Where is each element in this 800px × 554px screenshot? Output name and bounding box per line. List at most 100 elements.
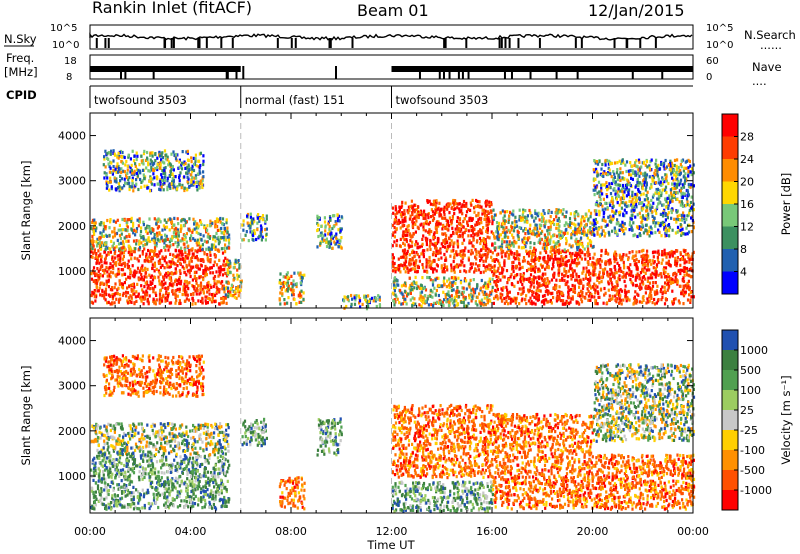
- echo-cell: [687, 279, 690, 283]
- echo-cell: [131, 274, 134, 278]
- echo-cell: [150, 165, 153, 170]
- echo-cell: [109, 180, 112, 184]
- echo-cell: [533, 267, 537, 271]
- nave-tick-high: 60: [706, 56, 719, 67]
- echo-cell: [364, 299, 368, 303]
- echo-cell: [199, 171, 202, 175]
- echo-cell: [144, 238, 147, 242]
- echo-cell: [428, 199, 431, 203]
- echo-cell: [113, 252, 116, 256]
- echo-cell: [197, 159, 200, 163]
- echo-cell: [104, 225, 107, 229]
- echo-cell: [206, 228, 209, 232]
- echo-cell: [145, 166, 148, 170]
- beam-label: Beam 01: [357, 1, 429, 20]
- echo-cell: [353, 294, 356, 298]
- echo-cell: [456, 242, 459, 246]
- echo-cell: [214, 220, 217, 224]
- echo-cell: [250, 218, 254, 222]
- echo-cell: [429, 202, 432, 206]
- echo-cell: [636, 292, 639, 296]
- echo-cell: [555, 222, 559, 226]
- echo-cell: [140, 154, 143, 158]
- echo-cell: [196, 287, 199, 291]
- echo-cell: [148, 179, 151, 183]
- echo-cell: [452, 268, 456, 272]
- echo-cell: [160, 234, 163, 238]
- echo-cell: [398, 244, 402, 248]
- echo-cell: [662, 268, 665, 272]
- echo-cell: [558, 243, 561, 247]
- echo-cell: [453, 303, 456, 307]
- echo-cell: [109, 275, 112, 279]
- echo-cell: [586, 231, 589, 236]
- echo-cell: [493, 272, 496, 276]
- echo-cell: [423, 298, 426, 302]
- echo-cell: [501, 298, 504, 302]
- echo-cell: [340, 215, 343, 219]
- echo-cell: [127, 250, 130, 254]
- echo-cell: [474, 248, 477, 252]
- echo-cell: [541, 279, 544, 283]
- echo-cell: [435, 276, 438, 280]
- echo-cell: [157, 261, 161, 265]
- echo-cell: [212, 263, 215, 268]
- echo-cell: [255, 237, 258, 242]
- echo-cell: [422, 266, 425, 270]
- echo-cell: [671, 254, 674, 258]
- echo-cell: [431, 218, 435, 222]
- echo-cell: [123, 281, 126, 285]
- echo-cell: [92, 292, 95, 296]
- echo-cell: [489, 249, 492, 253]
- echo-cell: [556, 257, 559, 261]
- echo-cell: [433, 235, 436, 239]
- echo-cell: [434, 278, 437, 282]
- echo-cell: [295, 284, 298, 289]
- echo-cell: [686, 273, 689, 277]
- echo-cell: [180, 219, 183, 223]
- echo-cell: [478, 205, 481, 209]
- echo-cell: [142, 152, 146, 156]
- echo-cell: [399, 220, 402, 224]
- echo-cell: [163, 167, 166, 171]
- echo-cell: [569, 273, 572, 278]
- echo-cell: [513, 257, 517, 261]
- echo-cell: [513, 219, 516, 223]
- echo-cell: [563, 215, 566, 219]
- echo-cell: [231, 294, 234, 298]
- echo-cell: [411, 217, 414, 222]
- echo-cell: [590, 263, 593, 267]
- echo-cell: [446, 240, 449, 245]
- echo-cell: [444, 226, 447, 230]
- echo-cell: [465, 270, 468, 274]
- echo-cell: [164, 172, 167, 176]
- echo-cell: [241, 223, 244, 227]
- echo-cell: [533, 241, 536, 246]
- echo-cell: [425, 219, 428, 224]
- echo-cell: [487, 267, 490, 271]
- echo-cell: [543, 233, 546, 237]
- echo-cell: [133, 169, 136, 173]
- echo-cell: [653, 272, 656, 276]
- echo-cell: [510, 228, 513, 232]
- echo-cell: [465, 214, 468, 218]
- echo-cell: [366, 300, 369, 305]
- echo-cell: [155, 298, 158, 302]
- echo-cell: [584, 212, 587, 216]
- echo-cell: [663, 266, 666, 270]
- echo-cell: [207, 267, 210, 271]
- echo-cell: [670, 278, 673, 283]
- echo-cell: [174, 226, 177, 230]
- echo-cell: [179, 261, 182, 265]
- echo-cell: [172, 253, 175, 257]
- echo-cell: [482, 303, 485, 307]
- echo-cell: [123, 272, 127, 276]
- echo-cell: [133, 302, 136, 306]
- echo-cell: [640, 254, 643, 258]
- echo-cell: [194, 153, 197, 157]
- echo-cell: [119, 249, 122, 253]
- echo-cell: [620, 269, 623, 273]
- echo-cell: [530, 252, 533, 256]
- echo-cell: [395, 243, 398, 247]
- echo-cell: [129, 157, 132, 161]
